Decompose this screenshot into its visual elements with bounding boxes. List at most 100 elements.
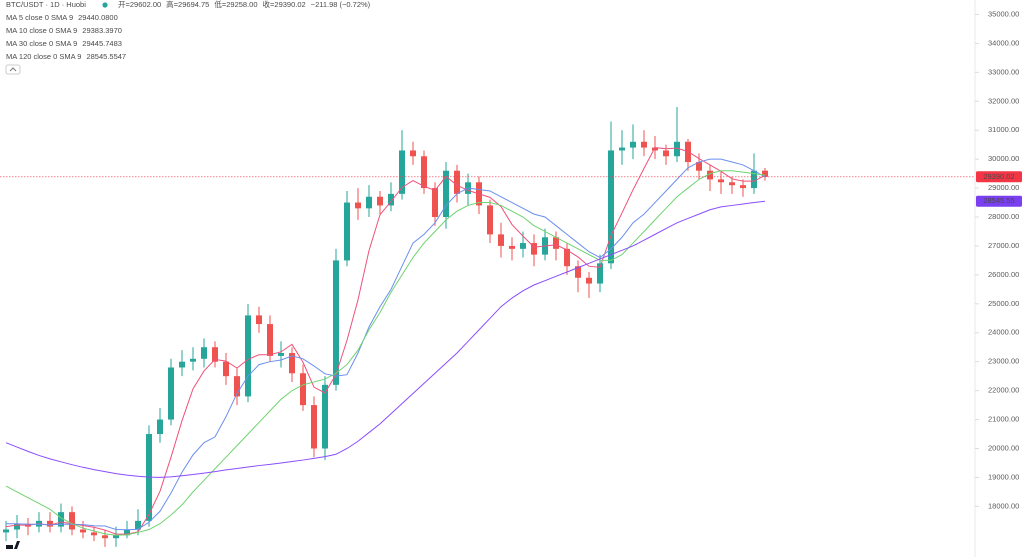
candle-body	[564, 248, 570, 267]
candle-body	[69, 512, 75, 530]
candle-body	[718, 179, 724, 183]
y-tick-label: 33000.00	[988, 67, 1019, 76]
candle-body	[751, 170, 757, 189]
legend-value: 29440.0800	[78, 13, 118, 22]
candle-body	[641, 141, 647, 148]
y-tick-label: 27000.00	[988, 241, 1019, 250]
legend-name: MA 30 close 0 SMA 9	[6, 39, 77, 48]
candle-body	[278, 353, 284, 356]
chart-title: BTC/USDT · 1D · Huobi	[6, 0, 86, 9]
candle-body	[388, 193, 394, 206]
candle-body	[80, 529, 86, 533]
y-tick-label: 34000.00	[988, 38, 1019, 47]
y-tick-label: 26000.00	[988, 270, 1019, 279]
candle-body	[575, 266, 581, 278]
ma-line	[5, 147, 766, 535]
legend-value: 29383.3970	[82, 26, 122, 35]
collapse-button[interactable]	[5, 64, 21, 75]
candle-body	[267, 324, 273, 356]
candle-body	[344, 202, 350, 261]
candle-body	[212, 347, 218, 362]
y-tick-label: 24000.00	[988, 328, 1019, 337]
candle-body	[333, 260, 339, 385]
candle-body	[322, 384, 328, 449]
candle-body	[487, 205, 493, 235]
candle-body	[399, 150, 405, 194]
ma-line	[5, 200, 766, 478]
candle-body	[674, 141, 680, 157]
price-tag	[976, 195, 1022, 207]
ohlc-readout: 开=29602.00 高=29694.75 低=29258.00 收=29390.02…	[118, 0, 371, 9]
candle-body	[586, 277, 592, 284]
y-tick-label: 35000.00	[988, 9, 1019, 18]
candle-body	[652, 147, 658, 151]
candle-body	[377, 196, 383, 206]
price-axis	[975, 0, 1024, 557]
candle-body	[245, 315, 251, 397]
ohlc-value: 低=29258.00	[214, 0, 257, 9]
y-tick-label: 18000.00	[988, 501, 1019, 510]
candle-body	[509, 245, 515, 249]
status-dot	[102, 2, 108, 8]
ohlc-value: 开=29602.00	[118, 0, 161, 9]
candle-body	[300, 373, 306, 406]
candle-body	[201, 347, 207, 359]
legend-value: 28545.5547	[86, 52, 126, 61]
candle-body	[707, 170, 713, 180]
candle-body	[91, 532, 97, 536]
candle-body	[366, 196, 372, 209]
legend-name: MA 120 close 0 SMA 9	[6, 52, 81, 61]
candle-body	[311, 405, 317, 449]
candle-body	[179, 361, 185, 368]
legend-name: MA 5 close 0 SMA 9	[6, 13, 73, 22]
legend-value: 29445.7483	[82, 39, 122, 48]
candle-body	[113, 535, 119, 539]
y-tick-label: 28000.00	[988, 212, 1019, 221]
candle-body	[432, 188, 438, 218]
y-tick-label: 22000.00	[988, 386, 1019, 395]
candle-body	[289, 353, 295, 374]
ma-line	[6, 158, 766, 531]
candle-body	[663, 150, 669, 157]
ma-line	[5, 170, 766, 536]
collapse-icon	[9, 67, 17, 72]
candle-body	[3, 529, 9, 533]
candle-body	[102, 535, 108, 539]
candle-body	[421, 156, 427, 189]
candle-body	[234, 376, 240, 397]
y-tick-label: 31000.00	[988, 125, 1019, 134]
y-tick-label: 32000.00	[988, 96, 1019, 105]
candle-body	[157, 419, 163, 435]
candle-body	[498, 234, 504, 246]
candle-body	[740, 185, 746, 189]
y-tick-label: 29000.00	[988, 183, 1019, 192]
candle-body	[223, 361, 229, 377]
candle-body	[47, 520, 53, 527]
y-tick-label: 21000.00	[988, 415, 1019, 424]
price-tag	[976, 171, 1022, 183]
logo	[6, 541, 20, 549]
legend-name: MA 10 close 0 SMA 9	[6, 26, 77, 35]
candle-body	[135, 520, 141, 530]
candle-body	[443, 170, 449, 218]
candle-body	[619, 147, 625, 151]
y-tick-label: 19000.00	[988, 472, 1019, 481]
y-tick-label: 25000.00	[988, 299, 1019, 308]
ohlc-value: 收=29390.02	[263, 0, 306, 9]
price-tag-label: 28545.55	[983, 196, 1014, 205]
candle-body	[190, 358, 196, 362]
candle-body	[696, 162, 702, 171]
candle-body	[531, 243, 537, 255]
candle-body	[597, 263, 603, 284]
candle-body	[14, 523, 20, 530]
candle-body	[168, 367, 174, 420]
candle-body	[124, 529, 130, 536]
candle-body	[410, 150, 416, 157]
candle-body	[256, 315, 262, 325]
candle-body	[729, 182, 735, 186]
candle-body	[355, 202, 361, 209]
price-tag-label: 29390.02	[983, 172, 1014, 181]
candle-body	[630, 141, 636, 148]
